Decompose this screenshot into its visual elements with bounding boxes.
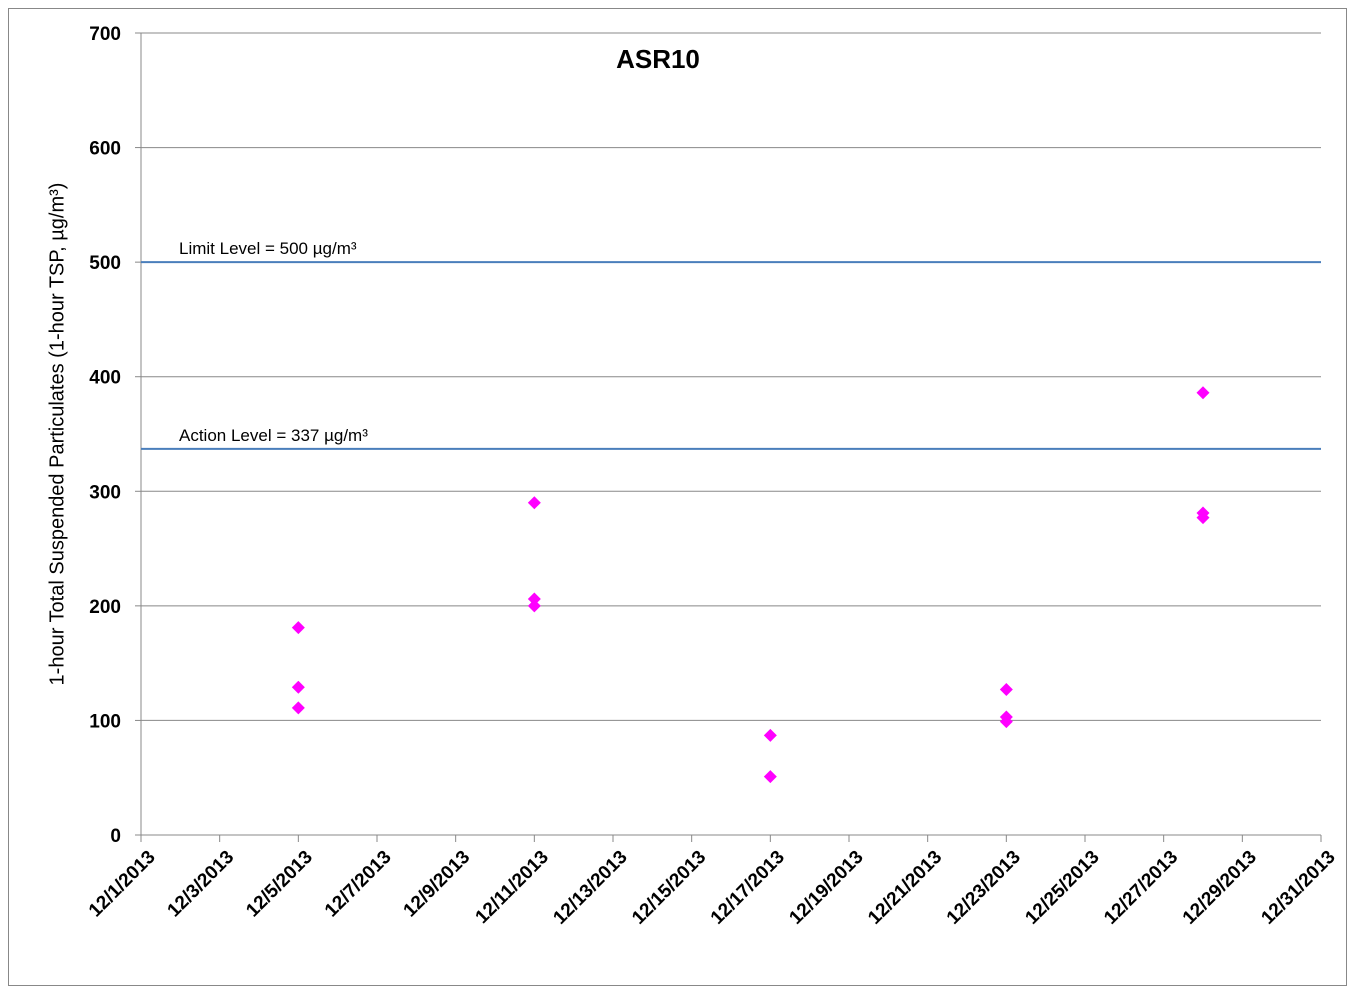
point [291,701,305,715]
point [999,682,1013,696]
y-tick-label: 200 [89,597,121,618]
y-tick-label: 500 [89,253,121,274]
point [527,592,541,606]
point [999,715,1013,729]
point [527,496,541,510]
chart-title: ASR10 [616,44,700,74]
point [763,770,777,784]
y-tick-label: 100 [89,711,121,732]
y-tick-label: 700 [89,24,121,45]
point [291,621,305,635]
point [1196,511,1210,525]
threshold-label: Action Level = 337 µg/m³ [179,426,368,445]
y-tick-label: 300 [89,482,121,503]
y-axis-label: 1-hour Total Suspended Particulates (1-h… [46,183,68,686]
point [291,680,305,694]
point [763,728,777,742]
y-tick-label: 400 [89,368,121,389]
y-tick-label: 0 [110,826,121,847]
y-tick-label: 600 [89,139,121,160]
point [1196,386,1210,400]
point [527,599,541,613]
chart-border [8,8,1347,986]
threshold-label: Limit Level = 500 µg/m³ [179,239,357,258]
